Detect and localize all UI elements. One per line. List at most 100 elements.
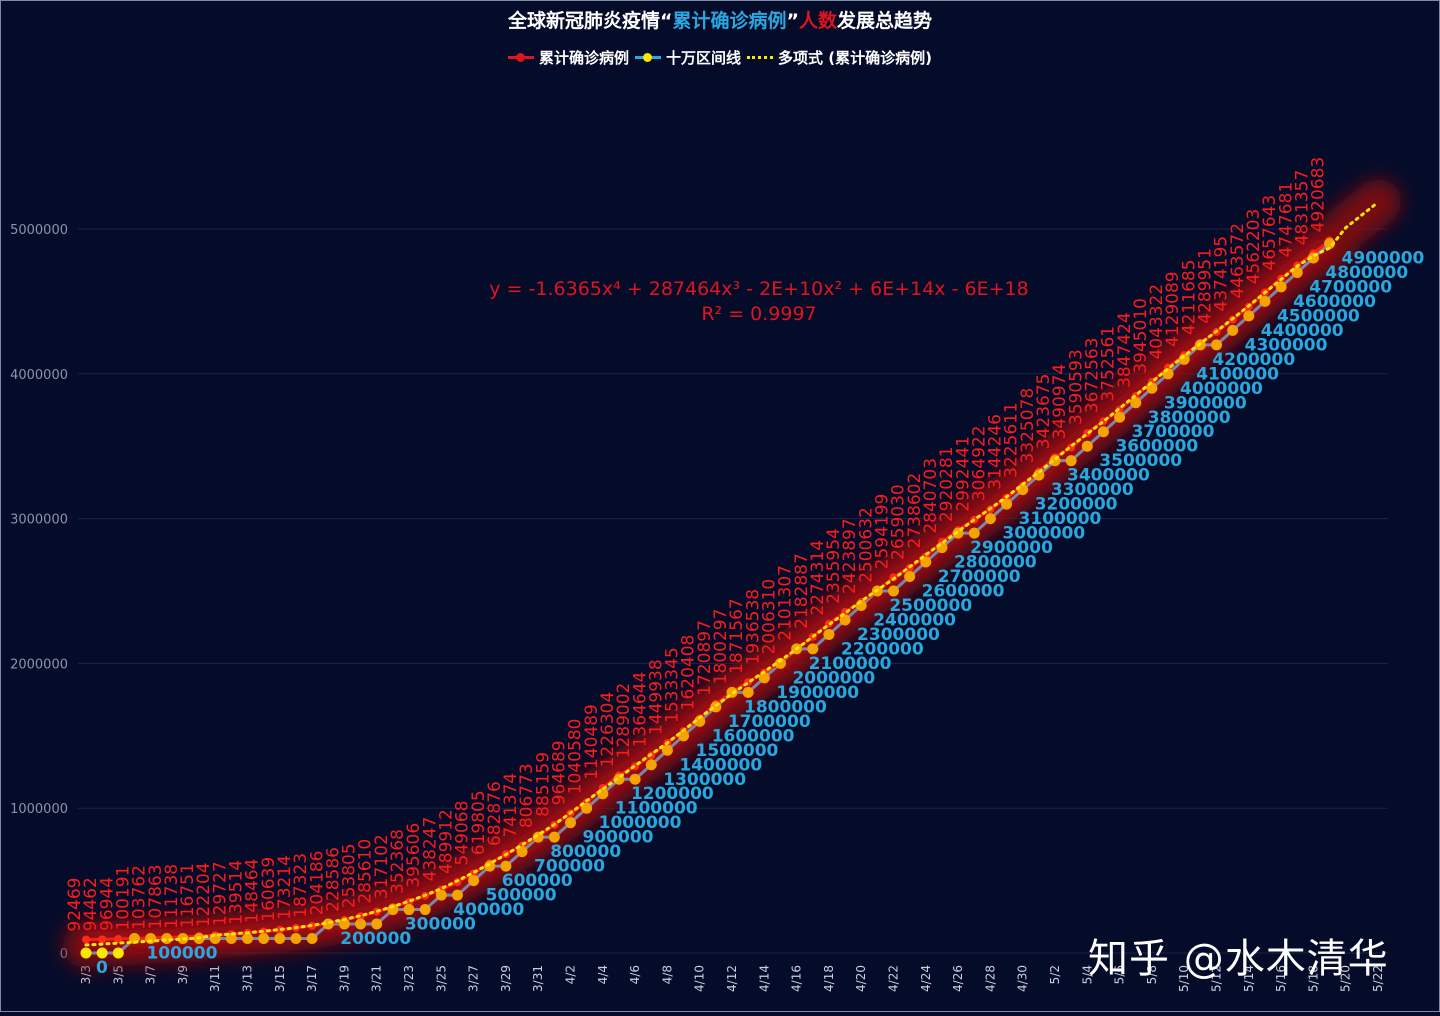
svg-text:5/4: 5/4 [1080,965,1094,984]
svg-text:5/18: 5/18 [1306,965,1320,992]
svg-text:1720897: 1720897 [695,620,715,696]
svg-text:4/6: 4/6 [628,965,642,984]
svg-text:3/17: 3/17 [305,965,319,992]
svg-text:3000000: 3000000 [10,513,68,528]
svg-text:5/10: 5/10 [1177,965,1191,992]
svg-text:2700000: 2700000 [938,567,1021,587]
svg-text:1936538: 1936538 [743,589,763,665]
watermark: 知乎 @水木清华 [1088,936,1389,982]
svg-text:285610: 285610 [356,839,376,904]
dotted-line-icon [747,56,774,59]
svg-text:3/27: 3/27 [467,965,481,992]
svg-text:2200000: 2200000 [841,639,924,659]
svg-text:5/16: 5/16 [1274,965,1288,992]
svg-text:3847424: 3847424 [1115,312,1135,388]
svg-text:3/23: 3/23 [402,965,416,992]
svg-text:111738: 111738 [162,864,182,929]
legend-item-polynomial[interactable]: 多项式 (累计确诊病例) [747,47,932,68]
svg-text:2738602: 2738602 [905,473,925,549]
svg-text:100191: 100191 [113,866,133,931]
svg-text:900000: 900000 [583,828,654,848]
svg-text:3945010: 3945010 [1131,298,1151,374]
svg-text:139514: 139514 [227,860,247,925]
svg-text:1200000: 1200000 [631,784,714,804]
svg-text:4000000: 4000000 [10,368,68,383]
svg-text:4463572: 4463572 [1228,223,1248,299]
svg-text:3600000: 3600000 [1115,437,1198,457]
svg-text:187323: 187323 [291,853,311,918]
svg-text:3/25: 3/25 [434,965,448,992]
svg-text:400000: 400000 [453,900,524,920]
svg-text:2500000: 2500000 [889,596,972,616]
svg-text:5000000: 5000000 [10,223,68,238]
svg-text:2100000: 2100000 [809,654,892,674]
svg-text:200000: 200000 [340,929,411,949]
svg-text:3423675: 3423675 [1034,374,1054,450]
svg-text:2300000: 2300000 [857,625,940,645]
svg-text:4900000: 4900000 [1342,248,1425,268]
svg-text:4043322: 4043322 [1147,284,1167,360]
svg-text:4/30: 4/30 [1016,965,1030,992]
svg-text:4/14: 4/14 [757,965,771,992]
svg-text:3400000: 3400000 [1067,466,1150,486]
svg-text:3590593: 3590593 [1066,349,1086,425]
svg-text:3700000: 3700000 [1132,422,1215,442]
legend-item-interval[interactable]: 十万区间线 [635,47,741,68]
svg-text:3/31: 3/31 [531,965,545,992]
svg-text:1600000: 1600000 [712,726,795,746]
svg-text:4200000: 4200000 [1212,350,1295,370]
svg-text:2000000: 2000000 [10,657,68,672]
legend-item-cumulative[interactable]: 累计确诊病例 [508,47,629,68]
svg-text:4300000: 4300000 [1245,335,1328,355]
svg-text:4/4: 4/4 [596,965,610,984]
svg-text:3100000: 3100000 [1019,509,1102,529]
svg-text:4289951: 4289951 [1196,248,1216,324]
svg-text:300000: 300000 [405,915,476,935]
svg-text:4000000: 4000000 [1180,379,1263,399]
svg-text:3325078: 3325078 [1018,388,1038,464]
svg-text:4700000: 4700000 [1309,277,1392,297]
svg-text:4100000: 4100000 [1196,364,1279,384]
svg-text:2006310: 2006310 [759,579,779,655]
svg-text:700000: 700000 [534,857,605,877]
svg-text:1400000: 1400000 [679,755,762,775]
svg-text:489912: 489912 [436,809,456,874]
svg-text:1800297: 1800297 [711,609,731,685]
svg-text:3490974: 3490974 [1050,364,1070,440]
svg-text:253805: 253805 [340,843,360,908]
svg-text:204186: 204186 [307,851,327,916]
chart-title: 全球新冠肺炎疫情“累计确诊病例”人数发展总趋势 [507,10,933,32]
svg-text:4/22: 4/22 [887,965,901,992]
svg-text:800000: 800000 [550,842,621,862]
svg-text:317102: 317102 [372,834,392,899]
svg-text:4374195: 4374195 [1212,236,1232,312]
svg-text:4/24: 4/24 [919,965,933,992]
svg-text:5/8: 5/8 [1145,965,1159,984]
svg-text:4/20: 4/20 [854,965,868,992]
svg-text:1800000: 1800000 [744,697,827,717]
svg-text:1533345: 1533345 [663,647,683,723]
svg-text:2920281: 2920281 [937,446,957,522]
svg-text:107863: 107863 [146,864,166,929]
svg-text:619805: 619805 [469,790,489,855]
svg-text:94462: 94462 [81,877,101,931]
svg-text:2400000: 2400000 [873,610,956,630]
svg-text:4/28: 4/28 [983,965,997,992]
svg-text:2500632: 2500632 [856,507,876,583]
svg-text:3800000: 3800000 [1148,408,1231,428]
svg-text:3/3: 3/3 [79,965,93,984]
svg-text:1449938: 1449938 [646,659,666,735]
svg-text:600000: 600000 [502,871,573,891]
svg-text:5/12: 5/12 [1210,965,1224,992]
svg-text:3672563: 3672563 [1082,337,1102,413]
svg-text:500000: 500000 [486,886,557,906]
svg-text:1289002: 1289002 [614,683,634,759]
svg-text:103762: 103762 [130,865,150,930]
svg-text:3/19: 3/19 [337,965,351,992]
svg-text:4129089: 4129089 [1163,271,1183,347]
svg-text:2992441: 2992441 [953,436,973,512]
svg-text:3500000: 3500000 [1099,451,1182,471]
svg-text:682876: 682876 [485,781,505,846]
svg-text:4/16: 4/16 [790,965,804,992]
svg-text:1100000: 1100000 [615,799,698,819]
